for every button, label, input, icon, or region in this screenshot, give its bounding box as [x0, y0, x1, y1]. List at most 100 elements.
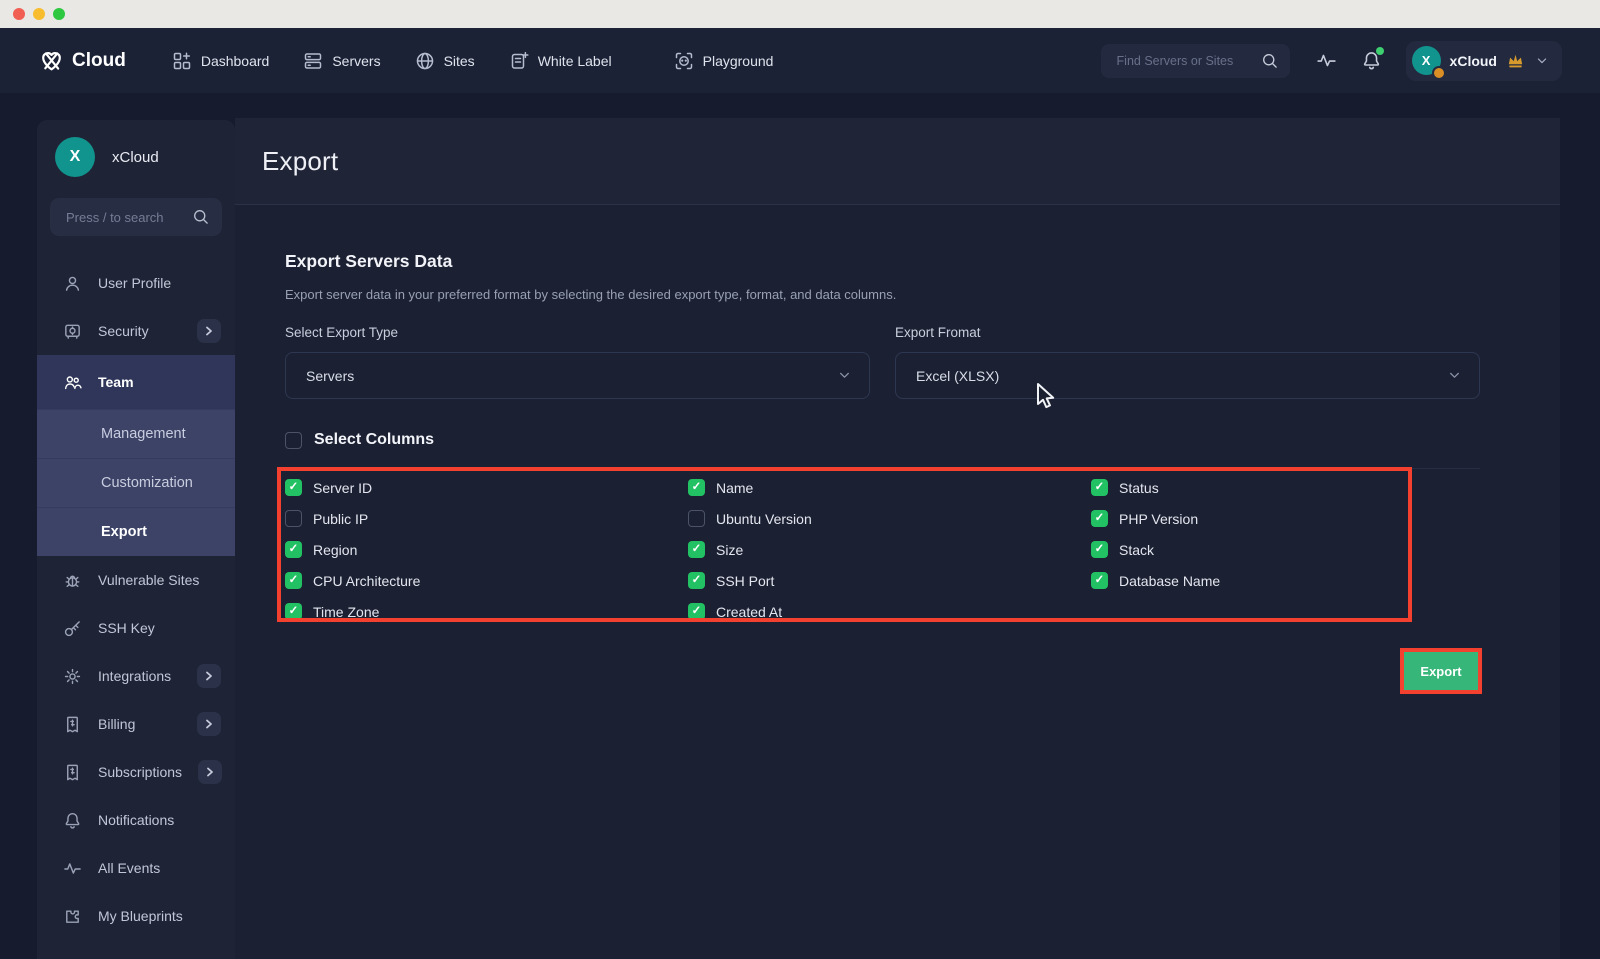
checked-checkbox-icon[interactable]: ✓: [1091, 572, 1108, 589]
playground-icon: [674, 51, 694, 71]
sidebar-item-subscriptions[interactable]: Subscriptions: [37, 748, 235, 796]
sidebar-item-all-events[interactable]: All Events: [37, 844, 235, 892]
column-option-label: Region: [313, 541, 358, 558]
checked-checkbox-icon[interactable]: ✓: [285, 479, 302, 496]
column-option-server-id[interactable]: ✓ Server ID: [285, 472, 688, 503]
workspace-header[interactable]: X xCloud: [37, 120, 235, 177]
search-icon[interactable]: [1261, 52, 1279, 70]
nav-servers[interactable]: Servers: [303, 51, 381, 71]
select-columns-toggle[interactable]: Select Columns: [285, 431, 434, 449]
export-button[interactable]: Export: [1404, 652, 1478, 690]
white-label-icon: [509, 51, 529, 71]
sidebar-item-vulnerable-sites[interactable]: Vulnerable Sites: [37, 556, 235, 604]
nav-playground[interactable]: Playground: [674, 51, 773, 71]
checked-checkbox-icon[interactable]: ✓: [285, 603, 302, 620]
column-option-label: Database Name: [1119, 572, 1221, 589]
brand-name: Cloud: [72, 49, 126, 71]
select-columns-label: Select Columns: [314, 431, 435, 448]
column-option-size[interactable]: ✓ Size: [688, 534, 1091, 565]
column-option-ssh-port[interactable]: ✓ SSH Port: [688, 565, 1091, 596]
sidebar-item-label: Billing: [98, 716, 136, 732]
sidebar-subitem-export[interactable]: Export: [37, 507, 235, 556]
checked-checkbox-icon[interactable]: ✓: [688, 479, 705, 496]
column-option-php-version[interactable]: ✓ PHP Version: [1091, 503, 1220, 534]
export-format-select[interactable]: Excel (XLSX): [895, 352, 1480, 399]
sidebar-item-my-blueprints[interactable]: My Blueprints: [37, 892, 235, 940]
column-option-time-zone[interactable]: ✓ Time Zone: [285, 596, 688, 627]
nav-label: Dashboard: [200, 52, 270, 69]
chevron-right-icon[interactable]: [197, 664, 221, 688]
avatar-letter: X: [1421, 53, 1431, 68]
export-format-field: Export Fromat Excel (XLSX): [895, 325, 1480, 399]
unchecked-checkbox-icon[interactable]: [285, 510, 302, 527]
export-type-label: Select Export Type: [285, 325, 399, 340]
column-option-created-at[interactable]: ✓ Created At: [688, 596, 1091, 627]
notifications-button[interactable]: [1361, 47, 1384, 71]
column-option-ubuntu-version[interactable]: Ubuntu Version: [688, 503, 1091, 534]
sidebar-item-user-profile[interactable]: User Profile: [37, 259, 235, 307]
column-option-public-ip[interactable]: Public IP: [285, 503, 688, 534]
sidebar-item-ssh-key[interactable]: SSH Key: [37, 604, 235, 652]
nav-sites[interactable]: Sites: [415, 51, 475, 71]
search-icon[interactable]: [192, 208, 210, 226]
nav-label: Servers: [332, 52, 381, 69]
checked-checkbox-icon[interactable]: ✓: [1091, 541, 1108, 558]
sidebar-item-integrations[interactable]: Integrations: [37, 652, 235, 700]
user-menu[interactable]: X xCloud: [1405, 40, 1562, 81]
column-option-name[interactable]: ✓ Name: [688, 472, 1091, 503]
zoom-window-button[interactable]: [53, 8, 65, 20]
export-format-label: Export Fromat: [895, 325, 981, 340]
sidebar-subitem-label: Management: [101, 426, 186, 442]
global-search[interactable]: [1100, 43, 1290, 78]
column-option-database-name[interactable]: ✓ Database Name: [1091, 565, 1220, 596]
column-option-status[interactable]: ✓ Status: [1091, 472, 1220, 503]
nav-label: Sites: [443, 52, 475, 69]
team-icon: [63, 373, 82, 392]
sites-icon: [415, 51, 435, 71]
sidebar-item-team[interactable]: Team: [37, 355, 235, 409]
checked-checkbox-icon[interactable]: ✓: [688, 572, 705, 589]
column-option-cpu-architecture[interactable]: ✓ CPU Architecture: [285, 565, 688, 596]
user-avatar: X: [1411, 46, 1446, 80]
close-window-button[interactable]: [13, 8, 25, 20]
minimize-window-button[interactable]: [33, 8, 45, 20]
checked-checkbox-icon[interactable]: ✓: [285, 541, 302, 558]
unchecked-checkbox-icon[interactable]: [688, 510, 705, 527]
checked-checkbox-icon[interactable]: ✓: [688, 541, 705, 558]
column-option-label: SSH Port: [716, 572, 775, 589]
global-search-input[interactable]: [1114, 52, 1253, 69]
sidebar-item-security[interactable]: Security: [37, 307, 235, 355]
nav-white-label[interactable]: White Label: [509, 51, 612, 71]
chevron-right-icon[interactable]: [197, 712, 221, 736]
sidebar-search[interactable]: [50, 198, 222, 236]
select-columns-checkbox[interactable]: [285, 431, 302, 449]
activity-icon: [63, 859, 82, 878]
checked-checkbox-icon[interactable]: ✓: [688, 603, 705, 620]
workspace-name: xCloud: [112, 148, 159, 166]
sidebar-subitem-customization[interactable]: Customization: [37, 458, 235, 507]
topbar-nav: Dashboard Servers Sites White Label Playgrou…: [172, 51, 773, 71]
column-option-label: Stack: [1119, 541, 1155, 558]
chevron-right-icon[interactable]: [197, 319, 221, 343]
xcloud-logo[interactable]: Cloud: [38, 47, 126, 74]
export-type-select[interactable]: Servers: [285, 352, 870, 399]
sidebar-subitem-management[interactable]: Management: [37, 409, 235, 458]
checked-checkbox-icon[interactable]: ✓: [1091, 479, 1108, 496]
sidebar-item-label: My Blueprints: [98, 908, 183, 924]
sidebar-search-input[interactable]: [64, 208, 186, 226]
column-option-region[interactable]: ✓ Region: [285, 534, 688, 565]
column-option-label: Public IP: [313, 510, 369, 527]
column-option-stack[interactable]: ✓ Stack: [1091, 534, 1220, 565]
chevron-right-icon[interactable]: [198, 760, 223, 784]
sidebar-item-notifications[interactable]: Notifications: [37, 796, 235, 844]
user-name: xCloud: [1449, 52, 1497, 69]
columns-column: ✓ Status ✓ PHP Version ✓ Stack ✓ Database Name: [1091, 472, 1220, 627]
checked-checkbox-icon[interactable]: ✓: [285, 572, 302, 589]
column-option-label: Name: [716, 479, 754, 496]
activity-icon[interactable]: [1316, 50, 1337, 71]
column-option-label: PHP Version: [1119, 510, 1199, 527]
checked-checkbox-icon[interactable]: ✓: [1091, 510, 1108, 527]
main-content: Export Export Servers Data Export server…: [235, 118, 1560, 959]
sidebar-item-billing[interactable]: Billing: [37, 700, 235, 748]
nav-dashboard[interactable]: Dashboard: [172, 51, 270, 71]
